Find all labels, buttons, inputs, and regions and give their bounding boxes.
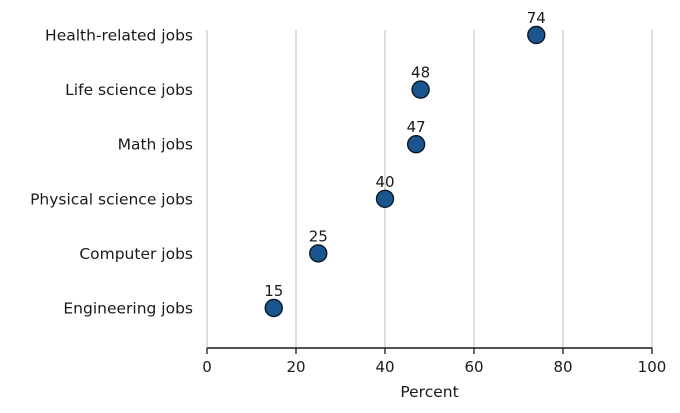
data-point-value: 47 <box>407 118 426 136</box>
data-point-marker <box>309 244 328 263</box>
x-axis-label: Percent <box>400 383 458 401</box>
data-point-marker <box>264 298 283 318</box>
data-point-value: 74 <box>527 9 546 27</box>
data-point-value: 48 <box>411 64 430 82</box>
data-point-marker <box>527 25 546 45</box>
data-point-marker <box>375 189 395 209</box>
x-tick-label: 60 <box>464 358 483 376</box>
data-point-value: 25 <box>309 227 328 245</box>
x-tick-label: 40 <box>375 358 394 376</box>
category-label: Math jobs <box>118 136 193 154</box>
x-tick-label: 80 <box>553 358 572 376</box>
x-tick-label: 0 <box>202 358 212 376</box>
x-tick-label: 20 <box>286 358 305 376</box>
data-point-marker <box>411 80 430 99</box>
data-point-marker <box>406 134 426 154</box>
category-label: Computer jobs <box>79 245 193 263</box>
data-point-value: 40 <box>375 173 394 191</box>
category-label: Life science jobs <box>65 81 193 99</box>
category-label: Physical science jobs <box>30 190 193 208</box>
x-tick-label: 100 <box>638 358 667 376</box>
data-point-value: 15 <box>264 282 283 300</box>
category-label: Health-related jobs <box>45 27 193 45</box>
category-label: Engineering jobs <box>63 300 193 318</box>
